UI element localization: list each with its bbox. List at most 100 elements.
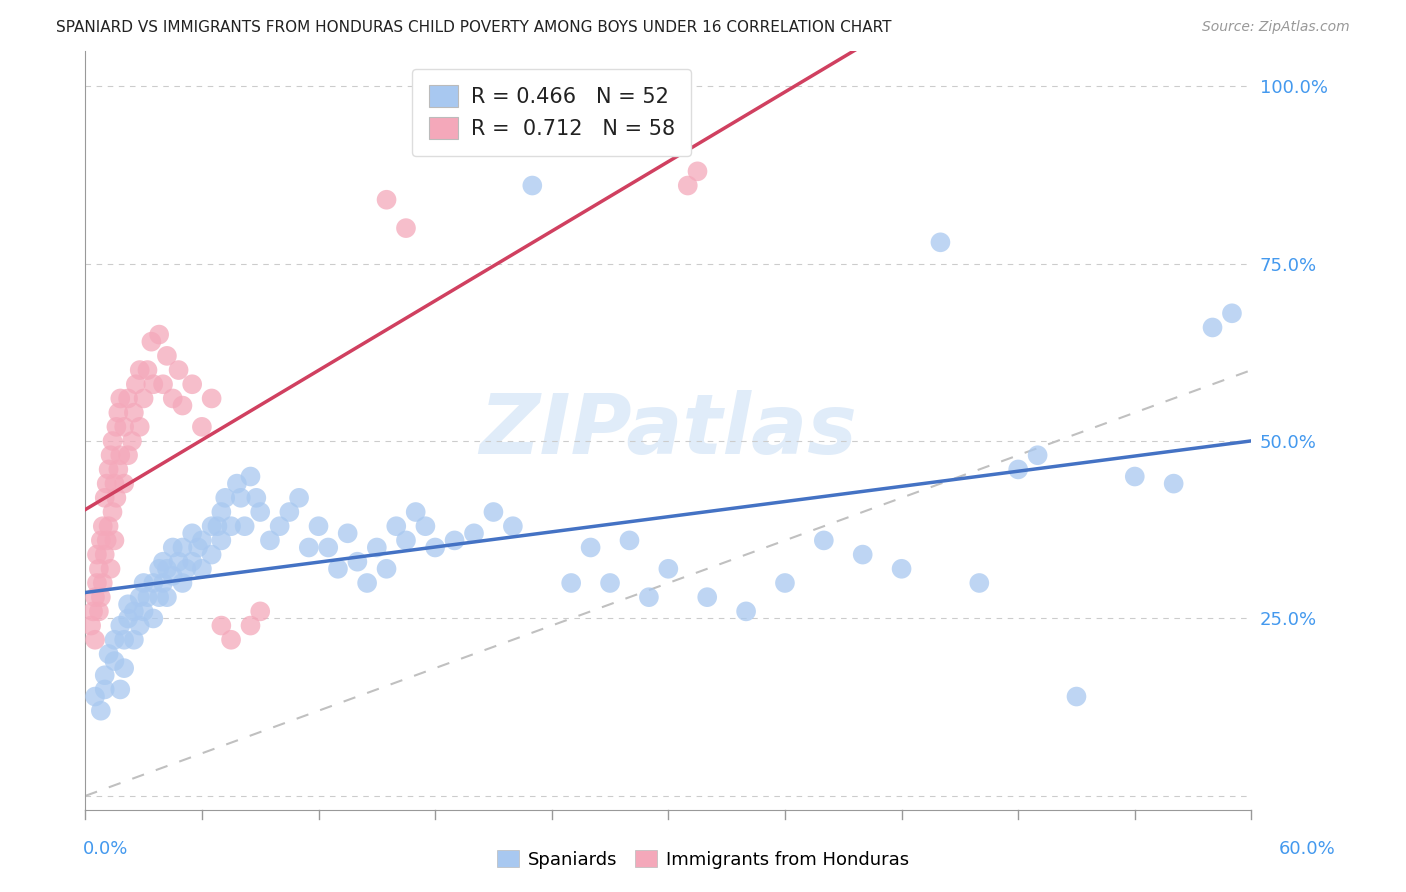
Point [84,590,107,604]
Point [366,541,388,555]
Point [100,562,122,576]
Point [245,491,267,505]
Point [105,420,128,434]
Point [110,618,132,632]
Point [93,491,115,505]
Point [579,541,602,555]
Point [201,519,224,533]
Legend: R = 0.466   N = 52, R =  0.712   N = 58: R = 0.466 N = 52, R = 0.712 N = 58 [412,69,692,156]
Point [87,562,110,576]
Point [385,519,408,533]
Point [90,590,112,604]
Point [336,526,359,541]
Point [103,533,125,548]
Point [696,590,718,604]
Point [209,618,232,632]
Point [110,448,132,462]
Point [249,505,271,519]
Point [201,392,224,406]
Point [233,519,256,533]
Point [167,363,190,377]
Point [97,519,120,533]
Point [103,654,125,668]
Point [132,392,155,406]
Point [502,519,524,533]
Point [128,618,150,632]
Point [1123,469,1146,483]
Point [773,576,796,591]
Point [1220,306,1243,320]
Point [162,541,184,555]
Point [239,469,262,483]
Point [93,668,115,682]
Point [128,363,150,377]
Point [96,533,118,548]
Point [167,555,190,569]
Point [90,533,112,548]
Point [96,476,118,491]
Point [122,632,145,647]
Point [172,576,194,591]
Point [128,590,150,604]
Point [209,533,232,548]
Point [142,611,165,625]
Point [1163,476,1185,491]
Point [326,562,349,576]
Point [90,704,112,718]
Point [852,548,875,562]
Point [214,491,236,505]
Point [107,406,129,420]
Point [117,392,139,406]
Point [156,349,179,363]
Point [201,548,224,562]
Point [84,632,107,647]
Text: 0.0%: 0.0% [83,840,128,858]
Point [93,548,115,562]
Point [405,505,427,519]
Point [142,576,165,591]
Point [110,392,132,406]
Point [101,434,124,448]
Point [101,505,124,519]
Point [110,682,132,697]
Point [122,406,145,420]
Point [219,632,242,647]
Point [209,505,232,519]
Point [132,576,155,591]
Point [156,562,179,576]
Point [929,235,952,250]
Point [415,519,437,533]
Point [181,526,204,541]
Point [1007,462,1029,476]
Point [395,221,418,235]
Point [103,476,125,491]
Point [375,193,398,207]
Point [316,541,339,555]
Point [181,555,204,569]
Point [308,519,330,533]
Point [112,632,135,647]
Point [187,541,209,555]
Point [117,597,139,611]
Point [82,604,104,618]
Point [112,661,135,675]
Point [1201,320,1223,334]
Point [969,576,991,591]
Point [86,548,108,562]
Point [152,576,174,591]
Point [162,569,184,583]
Text: Source: ZipAtlas.com: Source: ZipAtlas.com [1202,20,1350,34]
Text: ZIPatlas: ZIPatlas [479,390,858,471]
Point [112,476,135,491]
Point [80,618,103,632]
Point [298,541,321,555]
Point [619,533,641,548]
Point [91,519,114,533]
Point [125,377,148,392]
Point [676,178,699,193]
Point [239,618,262,632]
Point [229,491,252,505]
Point [225,476,247,491]
Point [97,462,120,476]
Text: 60.0%: 60.0% [1279,840,1336,858]
